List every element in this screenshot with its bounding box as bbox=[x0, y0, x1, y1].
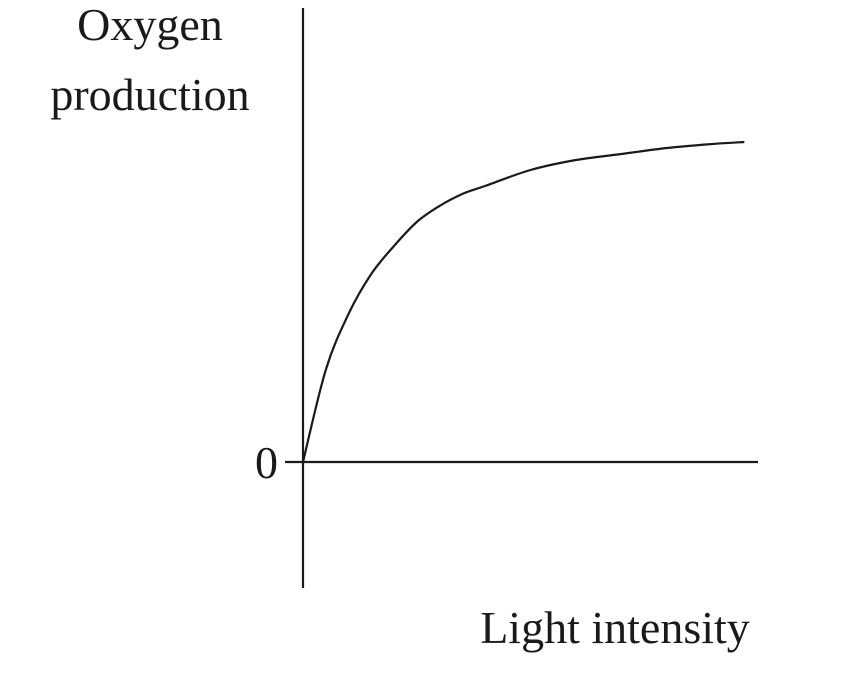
y-axis-title-line-2: production bbox=[50, 69, 249, 120]
y-tick-labels: 0 bbox=[255, 437, 278, 488]
y-axis-title-line-1: Oxygen bbox=[77, 0, 223, 50]
x-axis-title: Light intensity bbox=[480, 602, 750, 653]
y-tick-label: 0 bbox=[255, 437, 278, 488]
series-line-0 bbox=[301, 140, 745, 463]
series-layer bbox=[301, 140, 745, 463]
